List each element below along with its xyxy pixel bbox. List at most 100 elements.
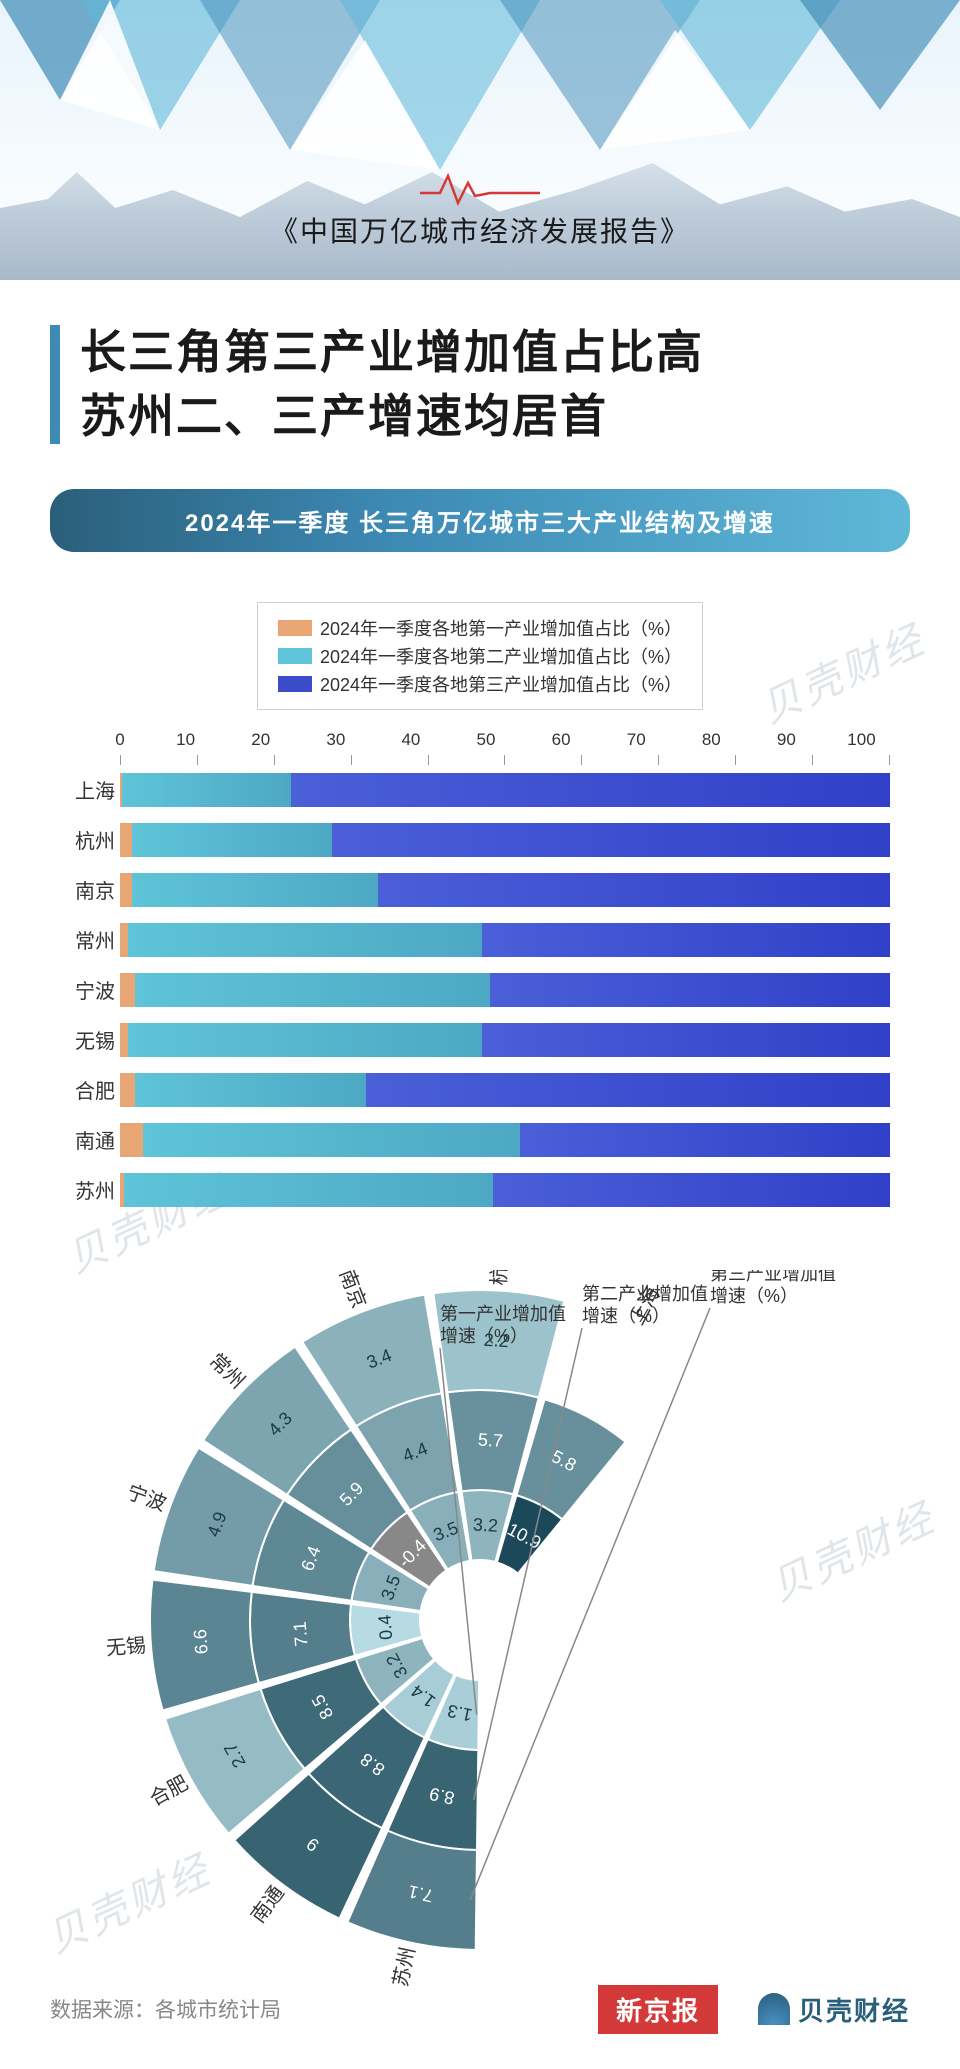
- bar-legend: 2024年一季度各地第一产业增加值占比（%）2024年一季度各地第二产业增加值占…: [257, 602, 703, 710]
- radial-value-label: 0.4: [374, 1614, 396, 1641]
- bar-segment: [332, 823, 890, 857]
- footer-logos: 新京报 贝壳财经: [598, 1985, 910, 2034]
- x-tick-label: 60: [552, 730, 571, 755]
- legend-label: 2024年一季度各地第一产业增加值占比（%）: [320, 615, 682, 641]
- radial-city-label: 南通: [246, 1881, 288, 1927]
- bar-segment: [135, 973, 489, 1007]
- legend-label: 2024年一季度各地第二产业增加值占比（%）: [320, 643, 682, 669]
- legend-label: 2024年一季度各地第三产业增加值占比（%）: [320, 671, 682, 697]
- title-line-2: 苏州二、三产增速均居首: [80, 384, 900, 448]
- bar-stack: [120, 823, 890, 857]
- radial-city-label: 宁波: [124, 1480, 169, 1515]
- bar-segment: [120, 1123, 143, 1157]
- bar-segment: [124, 1173, 494, 1207]
- radial-legend-label: 第三产业增加值: [710, 1270, 836, 1284]
- bar-segment: [366, 1073, 890, 1107]
- x-tick-label: 100: [847, 730, 875, 755]
- x-tick-label: 0: [115, 730, 124, 755]
- bar-segment: [490, 973, 890, 1007]
- x-tick-label: 70: [627, 730, 646, 755]
- bar-segment: [482, 923, 890, 957]
- x-tick-label: 10: [176, 730, 195, 755]
- bar-stack: [120, 1123, 890, 1157]
- title-line-1: 长三角第三产业增加值占比高: [80, 320, 900, 384]
- watermark: 贝壳财经: [750, 607, 934, 734]
- bar-segment: [120, 973, 135, 1007]
- data-source-label: 数据来源：各城市统计局: [50, 1994, 281, 2024]
- bar-row: 杭州: [120, 815, 890, 865]
- bar-stack: [120, 923, 890, 957]
- radial-legend-label: 第二产业增加值: [582, 1284, 708, 1304]
- radial-legend-label: 增速（%）: [582, 1306, 670, 1326]
- radial-city-label: 杭州: [487, 1270, 512, 1286]
- radial-sunburst-chart: 1.38.97.1苏州1.48.89南通3.28.52.7合肥0.47.16.6…: [40, 1270, 920, 1990]
- bar-segment: [482, 1023, 890, 1057]
- bar-row: 上海: [120, 765, 890, 815]
- radial-city-label: 合肥: [146, 1771, 192, 1810]
- legend-swatch: [278, 648, 312, 664]
- radial-legend-label: 增速（%）: [440, 1326, 528, 1346]
- radial-legend-label: 增速（%）: [710, 1286, 798, 1306]
- x-tick-label: 90: [777, 730, 796, 755]
- bar-segment: [120, 873, 132, 907]
- x-tick-label: 80: [702, 730, 721, 755]
- legend-item: 2024年一季度各地第二产业增加值占比（%）: [278, 643, 682, 669]
- bar-segment: [120, 1023, 128, 1057]
- legend-swatch: [278, 620, 312, 636]
- bar-segment: [122, 773, 291, 807]
- bar-row: 无锡: [120, 1015, 890, 1065]
- legend-item: 2024年一季度各地第一产业增加值占比（%）: [278, 615, 682, 641]
- bar-segment: [128, 1023, 482, 1057]
- bar-row: 常州: [120, 915, 890, 965]
- x-tick-label: 40: [401, 730, 420, 755]
- radial-city-label: 苏州: [389, 1945, 420, 1989]
- bar-stack: [120, 773, 890, 807]
- bar-stack: [120, 973, 890, 1007]
- bar-stack: [120, 1173, 890, 1207]
- radial-value-label: 3.2: [472, 1514, 498, 1535]
- bar-city-label: 苏州: [60, 1175, 115, 1204]
- bar-segment: [493, 1173, 890, 1207]
- bar-segment: [132, 873, 378, 907]
- bar-city-label: 宁波: [60, 975, 115, 1004]
- ekg-icon: [420, 168, 540, 208]
- bar-segment: [291, 773, 890, 807]
- bar-segment: [120, 923, 128, 957]
- bar-segment: [132, 823, 332, 857]
- bar-chart-area: 贝壳财经 贝壳财经 2024年一季度各地第一产业增加值占比（%）2024年一季度…: [0, 582, 960, 1240]
- bar-city-label: 常州: [60, 925, 115, 954]
- report-title: 《中国万亿城市经济发展报告》: [0, 210, 960, 250]
- legend-item: 2024年一季度各地第三产业增加值占比（%）: [278, 671, 682, 697]
- radial-value-label: 5.7: [477, 1429, 503, 1450]
- bar-city-label: 南通: [60, 1125, 115, 1154]
- bar-row: 南京: [120, 865, 890, 915]
- xinjingbao-logo: 新京报: [598, 1985, 718, 2034]
- bar-city-label: 南京: [60, 875, 115, 904]
- shell-icon: [758, 1993, 790, 2025]
- x-tick-label: 30: [326, 730, 345, 755]
- beike-caijing-logo: 贝壳财经: [758, 1991, 910, 2028]
- radial-city-label: 南京: [335, 1270, 371, 1311]
- bar-city-label: 无锡: [60, 1025, 115, 1054]
- bars-container: 上海杭州南京常州宁波无锡合肥南通苏州: [120, 760, 890, 1210]
- stacked-bar-chart: 0102030405060708090100 上海杭州南京常州宁波无锡合肥南通苏…: [60, 730, 900, 1210]
- main-title-block: 长三角第三产业增加值占比高 苏州二、三产增速均居首: [0, 280, 960, 479]
- section-banner: 2024年一季度 长三角万亿城市三大产业结构及增速: [50, 489, 910, 552]
- radial-city-label: 无锡: [105, 1634, 147, 1660]
- radial-city-label: 常州: [205, 1349, 250, 1393]
- bar-segment: [143, 1123, 520, 1157]
- x-tick-label: 50: [477, 730, 496, 755]
- bar-row: 苏州: [120, 1165, 890, 1215]
- bar-row: 南通: [120, 1115, 890, 1165]
- bar-stack: [120, 1073, 890, 1107]
- radial-value-label: 6.6: [190, 1628, 212, 1655]
- bar-row: 合肥: [120, 1065, 890, 1115]
- bar-city-label: 上海: [60, 775, 115, 804]
- radial-value-label: 7.1: [290, 1620, 312, 1647]
- bar-x-axis: 0102030405060708090100: [120, 730, 890, 755]
- bar-segment: [128, 923, 482, 957]
- bar-segment: [378, 873, 890, 907]
- beike-text: 贝壳财经: [798, 1991, 910, 2028]
- bar-segment: [120, 1073, 135, 1107]
- bar-stack: [120, 1023, 890, 1057]
